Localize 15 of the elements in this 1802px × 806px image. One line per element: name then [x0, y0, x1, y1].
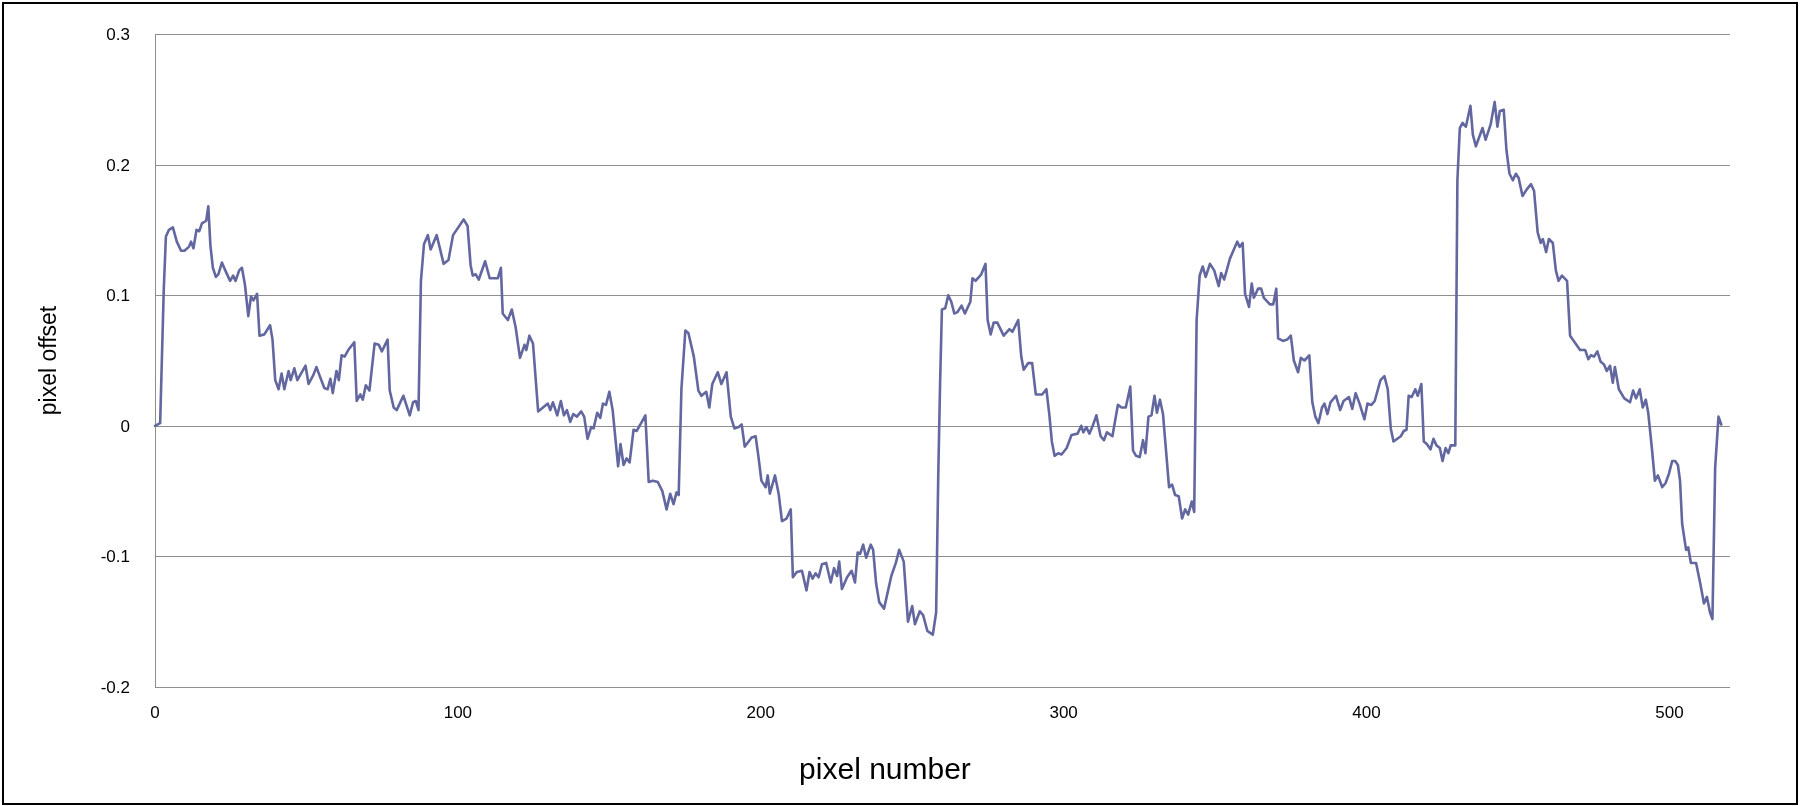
x-tick-label: 500 [1655, 703, 1684, 722]
x-tick-label: 300 [1049, 703, 1078, 722]
x-axis-title: pixel number [799, 752, 971, 785]
y-tick-label: -0.2 [100, 677, 130, 697]
y-tick-label: 0 [120, 416, 130, 436]
x-tick-label: 400 [1352, 703, 1381, 722]
y-tick-label: -0.1 [100, 547, 130, 567]
x-tick-label: 0 [150, 703, 160, 722]
x-tick-label: 200 [746, 703, 775, 722]
y-axis-title: pixel offset [35, 305, 61, 416]
x-tick-label: 100 [443, 703, 473, 722]
y-tick-label: 0.1 [106, 286, 130, 306]
y-tick-label: 0.2 [106, 155, 130, 175]
line-series [153, 100, 1723, 637]
y-tick-label: 0.3 [106, 24, 130, 44]
